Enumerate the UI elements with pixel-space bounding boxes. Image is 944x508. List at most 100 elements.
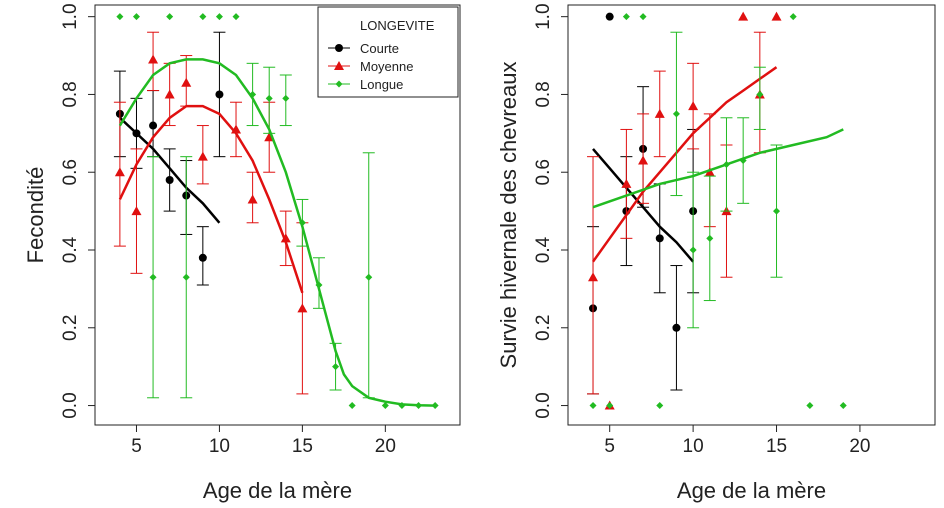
data-point xyxy=(249,90,257,98)
legend-label: Moyenne xyxy=(360,59,413,74)
fit-line xyxy=(118,104,304,294)
y-tick-label: 0.0 xyxy=(533,392,554,418)
data-point xyxy=(656,402,664,410)
data-point xyxy=(722,160,730,168)
x-tick-label: 15 xyxy=(292,436,313,457)
legend-label: Longue xyxy=(360,77,403,92)
data-point xyxy=(149,121,158,130)
data-point xyxy=(688,101,699,111)
data-point xyxy=(365,273,373,281)
data-point xyxy=(621,178,632,188)
data-point xyxy=(247,194,258,204)
data-point xyxy=(197,151,208,161)
data-point xyxy=(315,281,323,289)
y-tick-label: 0.4 xyxy=(60,236,81,263)
x-tick-label: 5 xyxy=(604,436,615,457)
data-point xyxy=(771,11,782,21)
y-axis-label: Survie hivernale des chevreaux xyxy=(496,62,521,369)
series-moyenne xyxy=(113,31,309,395)
data-point xyxy=(182,273,190,281)
data-point xyxy=(298,219,306,227)
series-longue xyxy=(116,13,439,410)
data-point xyxy=(588,272,599,282)
y-tick-label: 0.4 xyxy=(533,236,554,263)
data-point xyxy=(148,54,159,64)
y-axis-label: Fecondité xyxy=(23,167,48,264)
data-point xyxy=(165,176,174,184)
data-point xyxy=(639,13,647,21)
plot-frame xyxy=(567,4,936,426)
x-axis-label: Age de la mère xyxy=(677,478,826,503)
fit-line xyxy=(591,66,778,263)
data-point xyxy=(738,11,749,21)
x-tick-label: 10 xyxy=(209,436,230,457)
data-point xyxy=(215,13,223,21)
data-point xyxy=(672,110,680,118)
data-point xyxy=(672,323,681,332)
y-tick-label: 1.0 xyxy=(533,3,554,29)
data-point xyxy=(589,402,597,410)
y-tick-label: 0.8 xyxy=(533,81,554,107)
legend-box xyxy=(317,6,459,98)
data-point xyxy=(756,90,764,98)
data-point xyxy=(398,402,406,410)
data-point xyxy=(282,94,290,102)
data-point xyxy=(605,12,614,21)
legend-marker xyxy=(334,61,344,70)
legend-title: LONGEVITE xyxy=(360,18,435,33)
y-tick-label: 0.8 xyxy=(60,81,81,107)
data-point xyxy=(297,303,308,313)
legend-marker xyxy=(335,44,343,52)
fit-line xyxy=(118,58,436,407)
data-point xyxy=(381,402,389,410)
data-point xyxy=(232,13,240,21)
legend-label: Courte xyxy=(360,41,399,56)
series-moyenne xyxy=(587,11,782,410)
legend-marker xyxy=(335,80,343,88)
y-tick-label: 0.2 xyxy=(60,315,81,341)
data-point xyxy=(199,13,207,21)
data-point xyxy=(149,273,157,281)
data-point xyxy=(789,13,797,21)
panel-1: 5 10 15 20 0.0 0.2 0.4 0.6 0.8 1.0 Age de la mère F… xyxy=(23,3,461,503)
data-point xyxy=(215,90,224,99)
data-point xyxy=(655,234,664,243)
data-point xyxy=(231,124,242,134)
x-tick-label: 5 xyxy=(131,436,142,457)
data-point xyxy=(704,167,715,177)
data-point xyxy=(131,206,142,216)
data-point xyxy=(265,94,273,102)
fit-line xyxy=(592,128,844,209)
data-point xyxy=(431,402,439,410)
x-axis-label: Age de la mère xyxy=(203,478,352,503)
x-tick-label: 15 xyxy=(766,436,787,457)
data-point xyxy=(654,108,665,118)
panel-2: 5 10 15 20 0.0 0.2 0.4 0.6 0.8 1.0 Age de la mère S… xyxy=(496,3,936,503)
data-point xyxy=(739,157,747,165)
y-tick-label: 1.0 xyxy=(60,3,81,29)
data-point xyxy=(689,246,697,254)
data-point xyxy=(116,13,124,21)
data-point xyxy=(348,402,356,410)
data-point xyxy=(839,402,847,410)
x-tick-label: 20 xyxy=(849,436,870,457)
y-tick-label: 0.6 xyxy=(60,159,81,185)
legend: LONGEVITE Courte Moyenne Longue xyxy=(317,6,459,98)
data-point xyxy=(164,89,175,99)
data-point xyxy=(166,13,174,21)
data-point xyxy=(132,129,141,138)
y-tick-label: 0.6 xyxy=(533,159,554,185)
data-point xyxy=(132,13,140,21)
x-tick-label: 10 xyxy=(683,436,704,457)
data-point xyxy=(622,13,630,21)
data-point xyxy=(706,234,714,242)
data-point xyxy=(415,402,423,410)
data-point xyxy=(606,402,614,410)
data-point xyxy=(773,207,781,215)
data-point xyxy=(638,155,649,165)
y-tick-label: 0.2 xyxy=(533,315,554,341)
x-tick-label: 20 xyxy=(375,436,396,457)
data-point xyxy=(806,402,814,410)
plot-frame xyxy=(94,4,461,426)
